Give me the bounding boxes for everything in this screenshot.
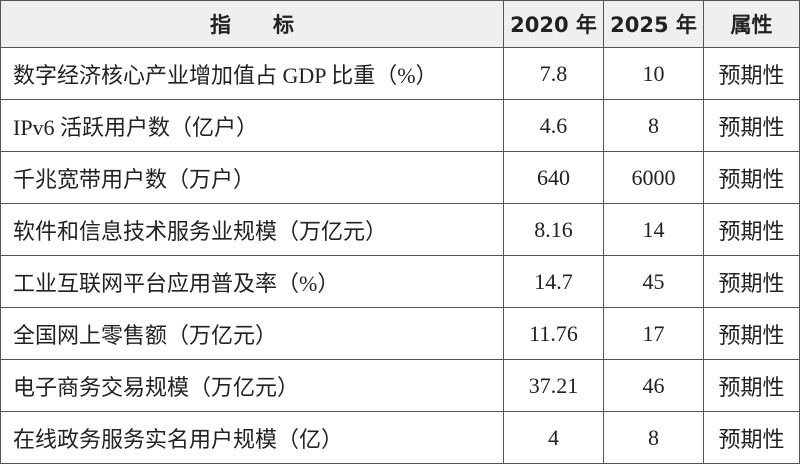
table-body: 数字经济核心产业增加值占 GDP 比重（%） 7.8 10 预期性 IPv6 活跃用户数… — [0, 47, 800, 464]
indicator-name: 数字经济核心产业增加值占 GDP 比重（%） — [0, 47, 504, 100]
table-row: 数字经济核心产业增加值占 GDP 比重（%） 7.8 10 预期性 — [0, 47, 800, 100]
table-row: 工业互联网平台应用普及率（%） 14.7 45 预期性 — [0, 255, 800, 308]
cell: 640 — [503, 151, 604, 204]
table-row: 全国网上零售额（万亿元） 11.76 17 预期性 — [0, 307, 800, 360]
indicator-name: 千兆宽带用户数（万户） — [0, 151, 504, 204]
cell: 预期性 — [703, 151, 800, 204]
header-row: 指 标 2020 年 2025 年属性 — [0, 0, 800, 48]
indicator-name: 工业互联网平台应用普及率（%） — [0, 255, 504, 308]
table-row: IPv6 活跃用户数（亿户） 4.6 8 预期性 — [0, 99, 800, 152]
indicator-name: 电子商务交易规模（万亿元） — [0, 359, 504, 412]
table-row: 软件和信息技术服务业规模（万亿元） 8.16 14 预期性 — [0, 203, 800, 256]
cell: 7.8 — [503, 47, 604, 100]
cell: 4 — [503, 411, 604, 464]
cell: 11.76 — [503, 307, 604, 360]
header-cell: 2020 年 — [503, 0, 604, 48]
cell: 预期性 — [703, 203, 800, 256]
table-row: 千兆宽带用户数（万户） 640 6000 预期性 — [0, 151, 800, 204]
indicator-name: 全国网上零售额（万亿元） — [0, 307, 504, 360]
indicator-name: IPv6 活跃用户数（亿户） — [0, 99, 504, 152]
cell: 预期性 — [703, 359, 800, 412]
cell: 预期性 — [703, 307, 800, 360]
cell: 8.16 — [503, 203, 604, 256]
cell: 预期性 — [703, 411, 800, 464]
cell: 4.6 — [503, 99, 604, 152]
cell: 预期性 — [703, 99, 800, 152]
cell: 10 — [603, 47, 704, 100]
cell: 预期性 — [703, 255, 800, 308]
table-row: 在线政务服务实名用户规模（亿） 4 8 预期性 — [0, 411, 800, 464]
header-cell: 2025 年 — [603, 0, 704, 48]
header-cell: 属性 — [703, 0, 800, 48]
cell: 预期性 — [703, 47, 800, 100]
cell: 14.7 — [503, 255, 604, 308]
cell: 8 — [603, 99, 704, 152]
cell: 37.21 — [503, 359, 604, 412]
cell: 17 — [603, 307, 704, 360]
cell: 46 — [603, 359, 704, 412]
cell: 14 — [603, 203, 704, 256]
table-row: 电子商务交易规模（万亿元） 37.21 46 预期性 — [0, 359, 800, 412]
header-cell: 指 标 — [0, 0, 504, 48]
cell: 6000 — [603, 151, 704, 204]
cell: 45 — [603, 255, 704, 308]
cell: 8 — [603, 411, 704, 464]
indicator-name: 在线政务服务实名用户规模（亿） — [0, 411, 504, 464]
indicator-name: 软件和信息技术服务业规模（万亿元） — [0, 203, 504, 256]
